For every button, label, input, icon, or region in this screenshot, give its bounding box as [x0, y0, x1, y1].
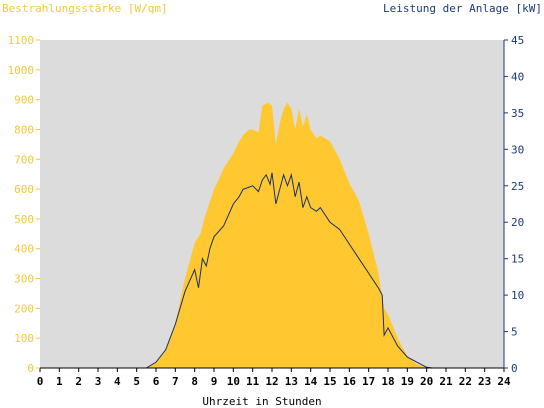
- right-y-tick-label: 45: [511, 34, 524, 47]
- x-tick-label: 15: [323, 375, 336, 388]
- x-tick-label: 17: [362, 375, 375, 388]
- left-y-tick-label: 400: [14, 243, 34, 256]
- x-tick-label: 12: [265, 375, 278, 388]
- x-tick-label: 8: [191, 375, 198, 388]
- right-y-tick-label: 25: [511, 180, 524, 193]
- x-tick-label: 9: [211, 375, 218, 388]
- x-tick-label: 21: [439, 375, 453, 388]
- x-tick-label: 18: [381, 375, 394, 388]
- x-tick-label: 24: [497, 375, 511, 388]
- left-axis-title: Bestrahlungsstärke [W/qm]: [2, 2, 168, 15]
- x-tick-label: 19: [401, 375, 414, 388]
- left-y-tick-label: 700: [14, 153, 34, 166]
- x-tick-label: 1: [56, 375, 63, 388]
- right-y-tick-label: 35: [511, 107, 524, 120]
- x-tick-label: 13: [285, 375, 298, 388]
- chart-marks: [40, 102, 504, 369]
- left-y-tick-label: 1100: [8, 34, 35, 47]
- right-y-tick-label: 5: [511, 326, 518, 339]
- left-y-tick-label: 1000: [8, 64, 35, 77]
- x-tick-label: 6: [153, 375, 160, 388]
- right-axis-title: Leistung der Anlage [kW]: [383, 2, 542, 15]
- x-tick-label: 2: [75, 375, 82, 388]
- irradiance-area: [40, 102, 504, 369]
- x-tick-label: 7: [172, 375, 179, 388]
- x-tick-label: 4: [114, 375, 121, 388]
- left-y-tick-label: 300: [14, 273, 34, 286]
- x-tick-label: 16: [343, 375, 357, 388]
- x-tick-label: 5: [133, 375, 140, 388]
- left-y-tick-label: 200: [14, 302, 34, 315]
- right-y-tick-label: 30: [511, 143, 524, 156]
- right-y-tick-label: 10: [511, 289, 524, 302]
- x-axis-title: Uhrzeit in Stunden: [202, 395, 321, 408]
- x-tick-label: 20: [420, 375, 433, 388]
- x-tick-label: 10: [227, 375, 240, 388]
- left-y-tick-label: 800: [14, 123, 34, 136]
- left-y-tick-label: 600: [14, 183, 34, 196]
- x-tick-label: 3: [95, 375, 102, 388]
- left-y-tick-label: 100: [14, 332, 34, 345]
- right-y-tick-label: 40: [511, 70, 524, 83]
- right-y-tick-label: 15: [511, 253, 524, 266]
- x-tick-label: 22: [459, 375, 472, 388]
- chart-axes: 0 1 2 3 4 5 6 7 8 9 10 11 12 13 14 15 16 17 18 19 20 21 22 23 24…: [8, 34, 525, 388]
- right-y-tick-label: 0: [511, 362, 518, 375]
- left-y-tick-label: 900: [14, 94, 34, 107]
- x-tick-label: 0: [37, 375, 44, 388]
- left-y-tick-label: 500: [14, 213, 34, 226]
- x-tick-label: 14: [304, 375, 318, 388]
- right-y-tick-label: 20: [511, 216, 524, 229]
- x-tick-label: 23: [478, 375, 491, 388]
- power-line: [40, 172, 504, 369]
- left-y-tick-label: 0: [27, 362, 34, 375]
- x-tick-label: 11: [246, 375, 260, 388]
